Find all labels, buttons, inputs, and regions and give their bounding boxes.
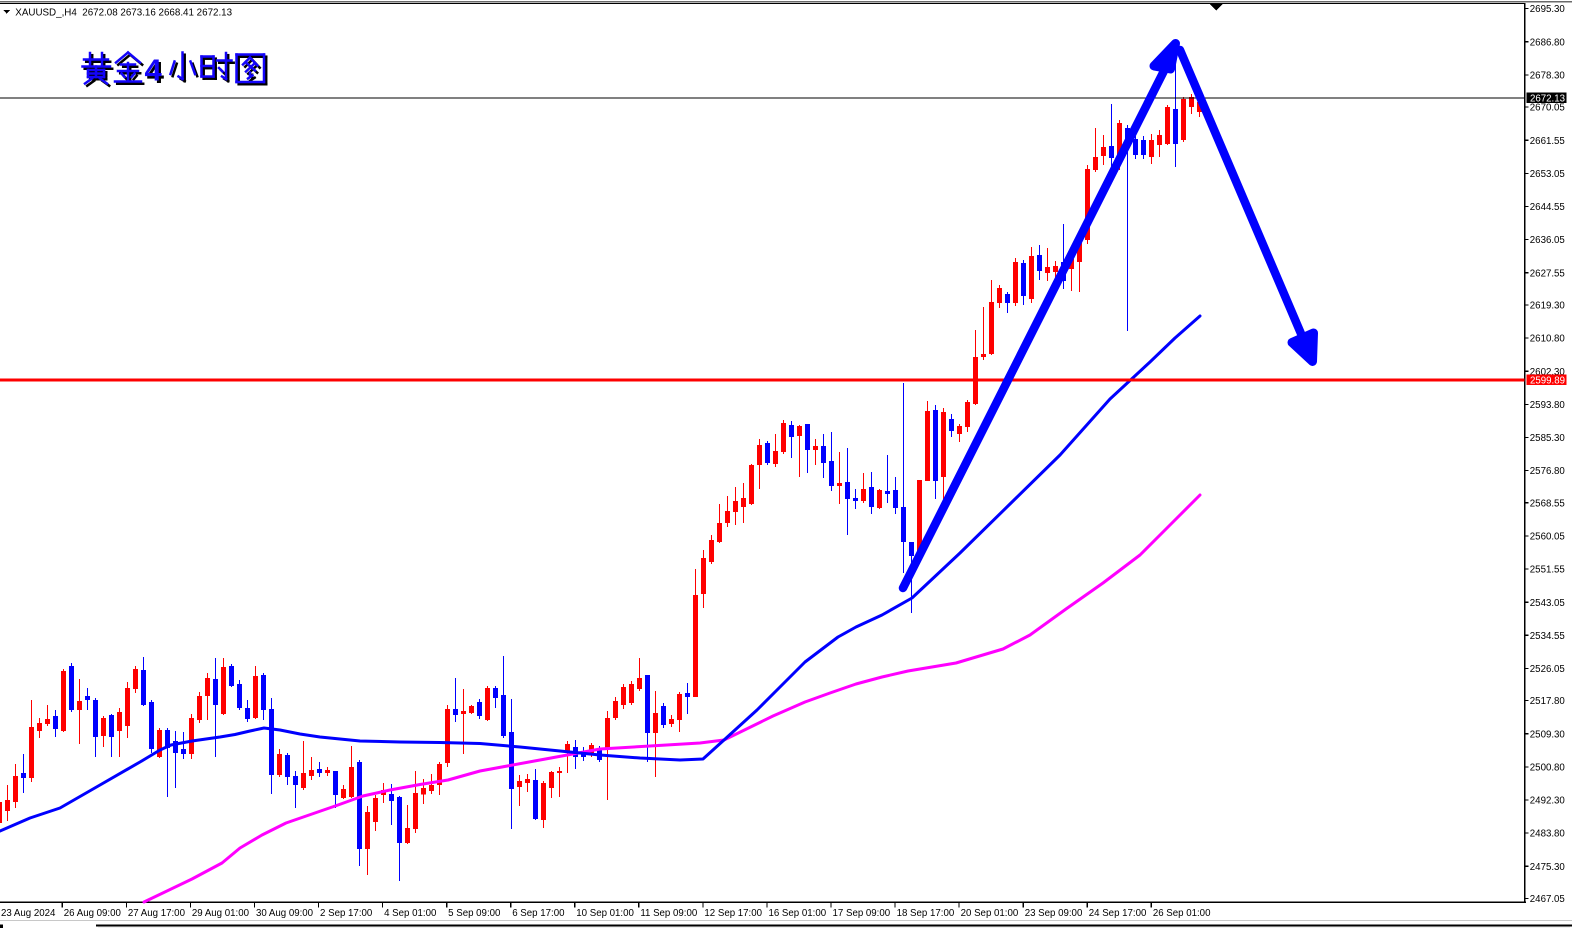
svg-text:26 Sep 01:00: 26 Sep 01:00 xyxy=(1153,908,1211,919)
svg-text:24 Sep 17:00: 24 Sep 17:00 xyxy=(1089,908,1147,919)
svg-text:11 Sep 09:00: 11 Sep 09:00 xyxy=(640,908,698,919)
svg-text:4: 4 xyxy=(145,53,163,88)
svg-text:27 Aug 17:00: 27 Aug 17:00 xyxy=(128,908,186,919)
svg-text:2672.13: 2672.13 xyxy=(1530,94,1565,105)
svg-text:2576.80: 2576.80 xyxy=(1530,466,1566,477)
svg-text:2585.30: 2585.30 xyxy=(1530,433,1566,444)
svg-text:2599.89: 2599.89 xyxy=(1530,376,1565,387)
svg-text:4: 4 xyxy=(147,55,165,90)
svg-text:2551.55: 2551.55 xyxy=(1530,565,1565,576)
svg-text:2644.55: 2644.55 xyxy=(1530,202,1565,213)
svg-text:2568.55: 2568.55 xyxy=(1530,498,1565,509)
svg-text:2636.05: 2636.05 xyxy=(1530,235,1565,246)
svg-text:12 Sep 17:00: 12 Sep 17:00 xyxy=(704,908,762,919)
svg-text:2543.05: 2543.05 xyxy=(1530,598,1565,609)
svg-text:2670.05: 2670.05 xyxy=(1530,103,1565,114)
svg-text:26 Aug 09:00: 26 Aug 09:00 xyxy=(64,908,122,919)
svg-text:2653.05: 2653.05 xyxy=(1530,169,1565,180)
svg-text:2602.30: 2602.30 xyxy=(1530,367,1566,378)
svg-text:2 Sep 17:00: 2 Sep 17:00 xyxy=(320,908,373,919)
svg-text:2661.55: 2661.55 xyxy=(1530,136,1565,147)
svg-text:17 Sep 09:00: 17 Sep 09:00 xyxy=(833,908,891,919)
svg-text:23 Aug 2024: 23 Aug 2024 xyxy=(1,908,56,919)
svg-text:2534.55: 2534.55 xyxy=(1530,631,1565,642)
svg-text:2560.05: 2560.05 xyxy=(1530,532,1565,543)
svg-text:23 Sep 09:00: 23 Sep 09:00 xyxy=(1025,908,1083,919)
svg-text:2627.55: 2627.55 xyxy=(1530,268,1565,279)
svg-text:18 Sep 17:00: 18 Sep 17:00 xyxy=(897,908,955,919)
svg-text:2686.80: 2686.80 xyxy=(1530,37,1566,48)
svg-text:2475.30: 2475.30 xyxy=(1530,862,1566,873)
svg-text:2492.30: 2492.30 xyxy=(1530,796,1566,807)
svg-text:2619.30: 2619.30 xyxy=(1530,301,1566,312)
svg-text:2500.80: 2500.80 xyxy=(1530,763,1566,774)
svg-text:30 Aug 09:00: 30 Aug 09:00 xyxy=(256,908,314,919)
svg-text:2509.30: 2509.30 xyxy=(1530,729,1566,740)
svg-text:2610.80: 2610.80 xyxy=(1530,334,1566,345)
svg-text:2593.80: 2593.80 xyxy=(1530,400,1566,411)
svg-text:2467.05: 2467.05 xyxy=(1530,894,1565,905)
svg-text:2526.05: 2526.05 xyxy=(1530,664,1565,675)
svg-text:6 Sep 17:00: 6 Sep 17:00 xyxy=(512,908,565,919)
svg-text:XAUUSD_,H4 2672.08 2673.16 26: XAUUSD_,H4 2672.08 2673.16 2668.41 2672.… xyxy=(15,7,232,18)
svg-text:2695.30: 2695.30 xyxy=(1530,4,1566,15)
svg-text:2678.30: 2678.30 xyxy=(1530,71,1566,82)
svg-text:10 Sep 01:00: 10 Sep 01:00 xyxy=(576,908,634,919)
svg-text:4 Sep 01:00: 4 Sep 01:00 xyxy=(384,908,437,919)
svg-text:20 Sep 01:00: 20 Sep 01:00 xyxy=(961,908,1019,919)
svg-text:5 Sep 09:00: 5 Sep 09:00 xyxy=(448,908,501,919)
svg-text:2483.80: 2483.80 xyxy=(1530,829,1566,840)
svg-text:2517.80: 2517.80 xyxy=(1530,696,1566,707)
svg-text:16 Sep 01:00: 16 Sep 01:00 xyxy=(768,908,826,919)
svg-text:29 Aug 01:00: 29 Aug 01:00 xyxy=(192,908,250,919)
